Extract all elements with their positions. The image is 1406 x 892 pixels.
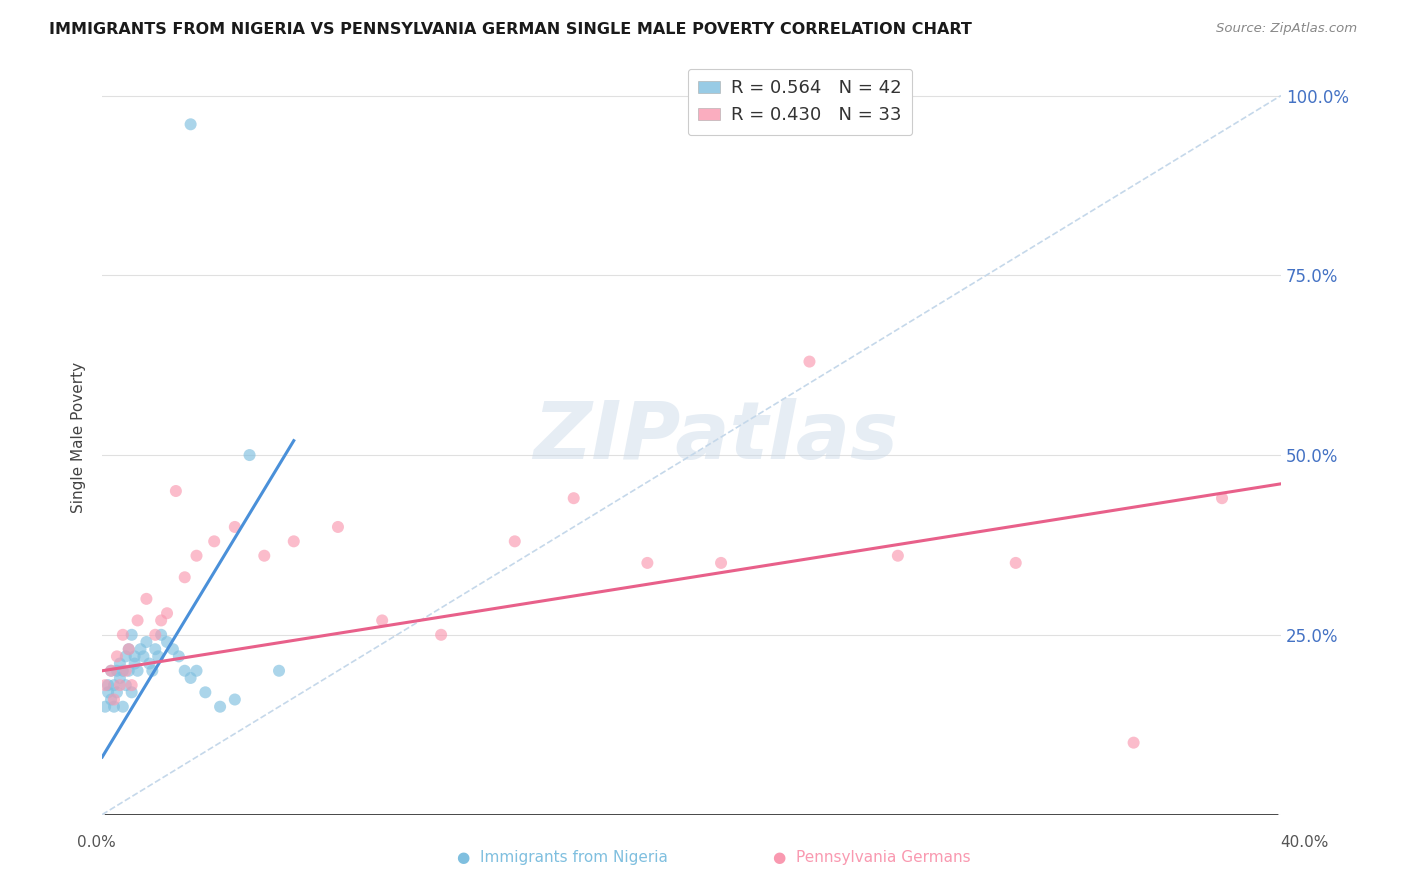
Point: [238, 448, 260, 462]
Point: [710, 556, 733, 570]
Point: [118, 642, 141, 657]
Point: [202, 534, 225, 549]
Point: [143, 628, 166, 642]
Point: [209, 699, 232, 714]
Point: [103, 678, 125, 692]
Point: [111, 699, 134, 714]
Point: [180, 117, 202, 131]
Point: [162, 642, 184, 657]
Point: [253, 549, 276, 563]
Point: [156, 635, 179, 649]
Point: [94, 678, 117, 692]
Point: [100, 664, 122, 678]
Point: [103, 692, 125, 706]
Text: IMMIGRANTS FROM NIGERIA VS PENNSYLVANIA GERMAN SINGLE MALE POVERTY CORRELATION C: IMMIGRANTS FROM NIGERIA VS PENNSYLVANIA …: [49, 22, 972, 37]
Point: [124, 649, 146, 664]
Text: ZIPatlas: ZIPatlas: [533, 398, 897, 476]
Point: [156, 606, 179, 620]
Point: [371, 614, 394, 628]
Point: [127, 664, 149, 678]
Point: [173, 570, 195, 584]
Point: [1004, 556, 1026, 570]
Point: [114, 678, 136, 692]
Text: ●  Pennsylvania Germans: ● Pennsylvania Germans: [773, 850, 970, 865]
Text: 0.0%: 0.0%: [77, 836, 117, 850]
Point: [503, 534, 526, 549]
Point: [108, 671, 131, 685]
Point: [105, 685, 128, 699]
Point: [636, 556, 658, 570]
Point: [103, 699, 125, 714]
Text: Source: ZipAtlas.com: Source: ZipAtlas.com: [1216, 22, 1357, 36]
Point: [111, 664, 134, 678]
Point: [887, 549, 910, 563]
Point: [165, 483, 187, 498]
Point: [114, 664, 136, 678]
Point: [430, 628, 453, 642]
Point: [150, 614, 173, 628]
Point: [111, 628, 134, 642]
Point: [1211, 491, 1233, 506]
Point: [283, 534, 305, 549]
Point: [118, 642, 141, 657]
Point: [326, 520, 349, 534]
Point: [194, 685, 217, 699]
Point: [186, 549, 208, 563]
Point: [105, 664, 128, 678]
Point: [114, 649, 136, 664]
Point: [97, 678, 120, 692]
Point: [562, 491, 585, 506]
Point: [167, 649, 190, 664]
Point: [138, 657, 160, 671]
Point: [1122, 736, 1144, 750]
Point: [799, 354, 821, 368]
Point: [121, 685, 143, 699]
Point: [129, 642, 152, 657]
Point: [224, 520, 246, 534]
Point: [121, 628, 143, 642]
Point: [224, 692, 246, 706]
Point: [118, 664, 141, 678]
Point: [143, 642, 166, 657]
Point: [121, 678, 143, 692]
Legend: R = 0.564   N = 42, R = 0.430   N = 33: R = 0.564 N = 42, R = 0.430 N = 33: [688, 69, 912, 136]
Point: [148, 649, 170, 664]
Point: [108, 678, 131, 692]
Point: [132, 649, 155, 664]
Point: [94, 699, 117, 714]
Point: [97, 685, 120, 699]
Point: [267, 664, 290, 678]
Point: [135, 591, 157, 606]
Point: [135, 635, 157, 649]
Text: 40.0%: 40.0%: [1281, 836, 1329, 850]
Point: [173, 664, 195, 678]
Point: [105, 649, 128, 664]
Point: [127, 614, 149, 628]
Point: [108, 657, 131, 671]
Point: [180, 671, 202, 685]
Point: [124, 657, 146, 671]
Point: [100, 692, 122, 706]
Point: [150, 628, 173, 642]
Point: [186, 664, 208, 678]
Point: [141, 664, 163, 678]
Point: [100, 664, 122, 678]
Y-axis label: Single Male Poverty: Single Male Poverty: [72, 361, 86, 513]
Text: ●  Immigrants from Nigeria: ● Immigrants from Nigeria: [457, 850, 668, 865]
